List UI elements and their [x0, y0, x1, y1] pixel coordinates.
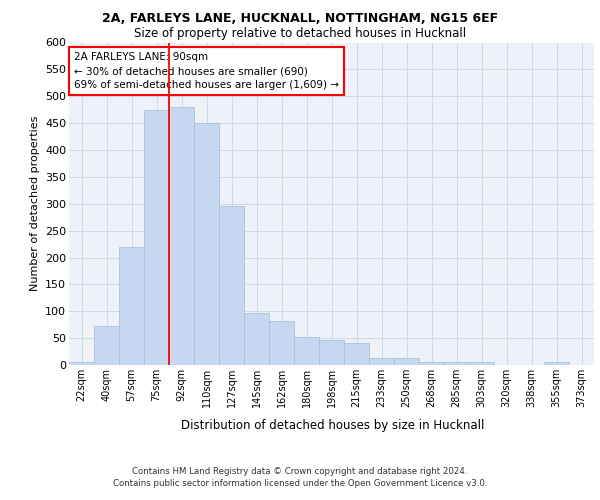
Bar [119, 246, 144, 365]
Bar [394, 358, 419, 365]
Bar [319, 340, 344, 365]
Text: Contains HM Land Registry data © Crown copyright and database right 2024.: Contains HM Land Registry data © Crown c… [132, 467, 468, 476]
Text: 2A FARLEYS LANE: 90sqm
← 30% of detached houses are smaller (690)
69% of semi-de: 2A FARLEYS LANE: 90sqm ← 30% of detached… [74, 52, 339, 90]
Bar [194, 123, 219, 365]
Bar [369, 358, 394, 365]
Bar [344, 343, 369, 365]
Text: Size of property relative to detached houses in Hucknall: Size of property relative to detached ho… [134, 28, 466, 40]
Text: Distribution of detached houses by size in Hucknall: Distribution of detached houses by size … [181, 420, 485, 432]
Bar [169, 107, 194, 365]
Bar [469, 362, 494, 365]
Bar [419, 362, 444, 365]
Bar [294, 336, 319, 365]
Bar [544, 362, 569, 365]
Text: Contains public sector information licensed under the Open Government Licence v3: Contains public sector information licen… [113, 478, 487, 488]
Bar [444, 362, 469, 365]
Bar [269, 321, 294, 365]
Bar [244, 314, 269, 365]
Y-axis label: Number of detached properties: Number of detached properties [29, 116, 40, 292]
Bar [69, 362, 94, 365]
Bar [219, 206, 244, 365]
Bar [94, 326, 119, 365]
Text: 2A, FARLEYS LANE, HUCKNALL, NOTTINGHAM, NG15 6EF: 2A, FARLEYS LANE, HUCKNALL, NOTTINGHAM, … [102, 12, 498, 26]
Bar [144, 110, 169, 365]
